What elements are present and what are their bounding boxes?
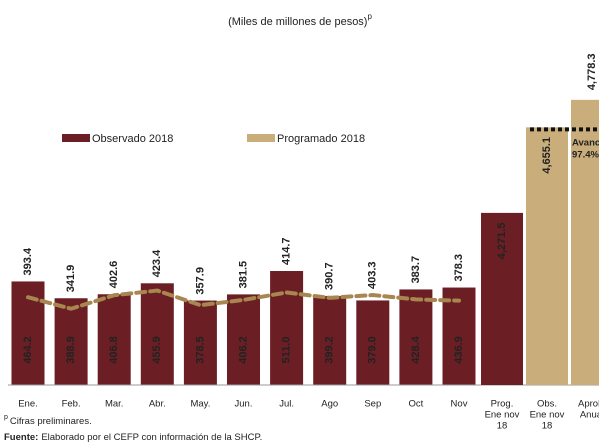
footnote: p Cifras preliminares. — [4, 414, 92, 427]
line-value-label: 357.9 — [194, 267, 206, 295]
x-tick-label: Ene nov — [530, 410, 565, 421]
annotation: 97.4% — [572, 150, 599, 161]
annotation: Avance — [572, 138, 599, 149]
programado-line — [26, 288, 461, 311]
cumulative-value-label: 4,271.5 — [496, 223, 508, 260]
bar — [270, 271, 304, 385]
footnote-text: Cifras preliminares. — [10, 416, 92, 427]
x-tick-label: Feb. — [62, 399, 81, 410]
chart-title: (Miles de millones de pesos)p — [228, 12, 372, 28]
x-tick-label: Mar. — [105, 399, 123, 410]
bar — [97, 294, 131, 385]
x-tick-label: Oct — [409, 399, 424, 410]
cumulative-value-label: 4,655.1 — [541, 137, 553, 174]
x-tick-label: 18 — [497, 421, 508, 432]
line-value-label: 403.3 — [367, 262, 379, 290]
bar — [313, 295, 347, 385]
bar — [54, 298, 88, 385]
line-value-label: 341.9 — [65, 265, 77, 293]
cumulative-value-label: 4,778.3 — [586, 53, 598, 90]
bar-value-label: 399.2 — [324, 336, 336, 364]
bar-value-label: 464.2 — [22, 336, 34, 364]
cumulative-bar — [571, 99, 599, 386]
x-tick-label: Anual — [580, 410, 599, 421]
x-tick-label: Ago — [321, 399, 338, 410]
source-text: Elaborado por el CEFP con información de… — [41, 432, 262, 443]
bar-value-label: 511.0 — [281, 337, 293, 364]
line-value-label: 381.5 — [237, 261, 249, 289]
bar-value-label: 388.9 — [65, 336, 77, 364]
x-tick-label: May. — [190, 399, 210, 410]
x-tick-label: Ene. — [18, 399, 38, 410]
bar-value-label: 378.5 — [194, 336, 206, 364]
x-tick-label: Aprob. — [578, 399, 599, 410]
cumulative-bar — [526, 127, 568, 385]
bar — [183, 300, 217, 385]
bar — [442, 287, 476, 385]
legend-label: Observado 2018 — [92, 133, 173, 145]
line-value-label: 414.7 — [281, 237, 293, 265]
x-tick-label: 18 — [542, 421, 553, 432]
x-tick-label: Jul. — [279, 399, 294, 410]
legend-swatch — [62, 134, 90, 142]
legend-swatch — [247, 134, 275, 142]
bar-value-label: 406.2 — [237, 336, 249, 364]
x-tick-label: Obs. — [537, 399, 557, 410]
bar-value-label: 406.8 — [108, 336, 120, 364]
title-text: (Miles de millones de pesos) — [228, 16, 367, 28]
bar-value-label: 436.9 — [453, 336, 465, 364]
bar — [356, 300, 390, 385]
source-label: Fuente: — [4, 432, 38, 443]
line-value-label: 393.4 — [22, 247, 34, 275]
x-tick-label: Nov — [451, 399, 468, 410]
line-value-label: 378.3 — [453, 254, 465, 282]
bar — [140, 283, 174, 385]
source: Fuente: Elaborado por el CEFP con informa… — [4, 432, 262, 443]
x-tick-label: Sep — [364, 399, 381, 410]
line-value-label: 390.7 — [324, 262, 336, 290]
legend-label: Programado 2018 — [277, 133, 365, 145]
bar — [227, 294, 260, 385]
bar-value-label: 455.9 — [151, 336, 163, 364]
footnote-mark: p — [4, 414, 8, 421]
line-value-label: 383.7 — [410, 256, 422, 284]
bar — [399, 289, 433, 385]
x-tick-label: Ene nov — [485, 410, 520, 421]
x-tick-label: Prog. — [491, 399, 514, 410]
line-value-label: 423.4 — [151, 249, 163, 277]
cumulative-bar — [481, 212, 523, 385]
bar-value-label: 428.4 — [410, 335, 422, 363]
title-note: p — [367, 12, 372, 21]
line-value-label: 402.6 — [108, 261, 120, 289]
x-tick-label: Abr. — [149, 399, 166, 410]
x-tick-label: Jun. — [235, 399, 253, 410]
bar-value-label: 379.0 — [367, 336, 379, 364]
